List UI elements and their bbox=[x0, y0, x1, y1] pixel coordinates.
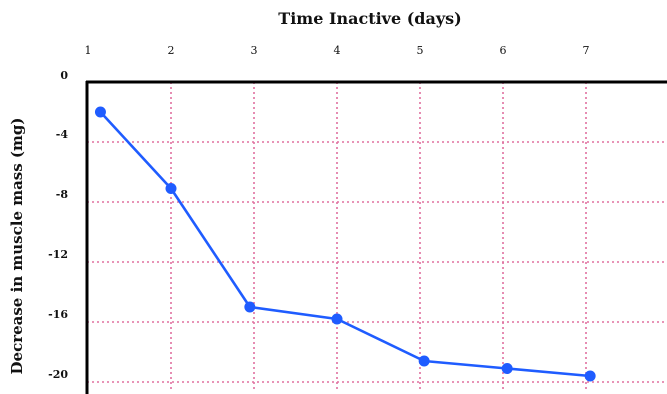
data-point bbox=[94, 106, 106, 118]
data-point bbox=[501, 363, 513, 374]
x-tick-label: 5 bbox=[417, 44, 424, 57]
data-point bbox=[584, 370, 596, 382]
chart-axes bbox=[85, 80, 667, 394]
x-axis-ticks: 1 2 3 4 5 6 7 bbox=[85, 44, 590, 57]
x-tick-label: 2 bbox=[168, 44, 175, 57]
y-tick-label: -16 bbox=[48, 308, 68, 321]
data-point bbox=[331, 313, 343, 325]
x-tick-label: 3 bbox=[251, 44, 258, 57]
y-tick-label: -8 bbox=[56, 188, 69, 201]
series-layer bbox=[94, 106, 596, 382]
horizontal-gridlines bbox=[87, 141, 667, 383]
y-axis-label: Decrease in muscle mass (mg) bbox=[8, 118, 26, 375]
y-axis-ticks: 0 -4 -8 -12 -16 -20 bbox=[48, 69, 68, 381]
x-tick-label: 1 bbox=[85, 44, 92, 57]
data-point bbox=[165, 183, 177, 194]
x-tick-label: 7 bbox=[583, 44, 590, 57]
vertical-gridlines bbox=[170, 82, 587, 390]
x-tick-label: 6 bbox=[500, 44, 507, 57]
y-tick-label: -4 bbox=[56, 128, 69, 141]
x-tick-label: 4 bbox=[334, 44, 341, 57]
data-point bbox=[244, 301, 256, 313]
data-point bbox=[418, 355, 430, 367]
series-line bbox=[99, 111, 591, 378]
chart-title: Time Inactive (days) bbox=[278, 9, 461, 28]
y-tick-label: -20 bbox=[48, 368, 68, 381]
y-tick-label: 0 bbox=[60, 69, 68, 82]
y-tick-label: -12 bbox=[48, 248, 68, 261]
